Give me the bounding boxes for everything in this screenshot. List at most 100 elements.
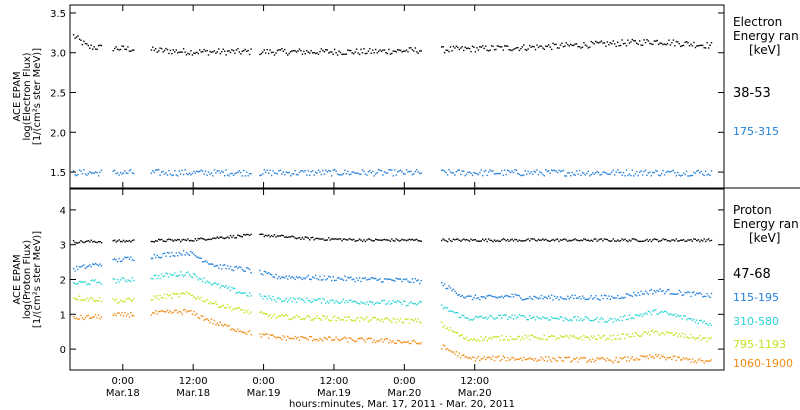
data-point: [656, 39, 658, 42]
data-point: [404, 50, 406, 52]
data-point: [194, 297, 196, 299]
data-point: [624, 296, 626, 299]
data-point: [325, 169, 327, 171]
data-point: [643, 313, 645, 315]
data-point: [250, 334, 252, 336]
data-point: [498, 240, 500, 243]
data-point: [571, 294, 573, 297]
data-point: [353, 171, 355, 173]
data-point: [559, 296, 562, 298]
data-point: [317, 340, 320, 342]
data-point: [336, 338, 339, 340]
data-point: [502, 314, 504, 316]
data-point: [225, 54, 227, 56]
data-point: [449, 310, 452, 312]
data-point: [649, 42, 651, 45]
x-tick-date: Mar.19: [317, 388, 351, 399]
data-point: [332, 238, 334, 240]
data-point: [204, 260, 207, 262]
data-point: [329, 239, 331, 241]
data-point: [546, 360, 548, 362]
data-point: [323, 315, 326, 318]
data-point: [303, 300, 305, 302]
data-point: [373, 303, 375, 306]
data-point: [380, 300, 383, 302]
data-point: [455, 311, 458, 314]
data-point: [228, 237, 230, 239]
data-point: [96, 282, 98, 284]
data-point: [452, 288, 455, 290]
data-point: [570, 296, 572, 298]
data-point: [515, 239, 518, 241]
data-point: [282, 315, 284, 317]
data-point: [622, 239, 625, 241]
data-point: [464, 239, 466, 241]
data-point: [379, 339, 381, 341]
data-point: [273, 336, 276, 338]
data-point: [483, 356, 485, 358]
data-point: [229, 265, 232, 268]
data-point: [682, 357, 685, 359]
data-point: [248, 173, 251, 175]
data-point: [218, 267, 220, 269]
data-point: [96, 317, 98, 319]
data-point: [216, 236, 218, 238]
data-point: [295, 276, 298, 278]
data-point: [97, 300, 100, 302]
data-point: [441, 282, 443, 284]
data-point: [244, 234, 246, 236]
data-point: [360, 337, 362, 339]
data-point: [508, 339, 510, 341]
data-point: [191, 313, 194, 316]
data-point: [282, 171, 284, 173]
data-point: [171, 274, 173, 276]
data-point: [402, 50, 405, 52]
data-point: [363, 239, 365, 241]
data-point: [508, 295, 510, 298]
data-point: [163, 252, 166, 254]
data-point: [383, 49, 386, 51]
data-point: [212, 302, 214, 305]
data-point: [539, 317, 541, 319]
data-point: [608, 338, 610, 340]
data-point: [181, 274, 183, 276]
data-point: [407, 280, 409, 282]
data-point: [499, 296, 501, 298]
data-point: [467, 295, 469, 297]
data-point: [213, 237, 216, 239]
data-point: [555, 359, 557, 362]
data-point: [307, 51, 309, 53]
data-point: [397, 239, 399, 241]
data-point: [291, 50, 293, 52]
data-point: [595, 172, 597, 174]
data-point: [507, 169, 509, 171]
data-point: [150, 277, 153, 280]
data-point: [461, 354, 463, 357]
data-point: [285, 171, 287, 173]
data-point: [268, 234, 270, 236]
data-point: [483, 317, 485, 319]
data-point: [526, 49, 528, 51]
data-point: [709, 338, 711, 340]
data-point: [375, 48, 377, 51]
data-point: [663, 356, 666, 359]
data-point: [130, 312, 132, 314]
data-point: [483, 47, 485, 50]
data-point: [649, 239, 651, 241]
x-tick-time: 0:00: [252, 376, 274, 387]
data-point: [608, 319, 610, 321]
data-point: [190, 309, 192, 312]
data-point: [596, 170, 598, 173]
data-point: [298, 297, 301, 299]
data-point: [680, 239, 682, 241]
data-point: [505, 173, 507, 176]
data-point: [297, 50, 299, 52]
data-point: [504, 295, 506, 297]
data-point: [178, 274, 180, 276]
data-point: [639, 240, 641, 243]
data-point: [445, 172, 447, 174]
data-point: [461, 334, 463, 336]
data-point: [287, 54, 289, 56]
data-point: [485, 297, 487, 299]
data-point: [420, 322, 422, 324]
